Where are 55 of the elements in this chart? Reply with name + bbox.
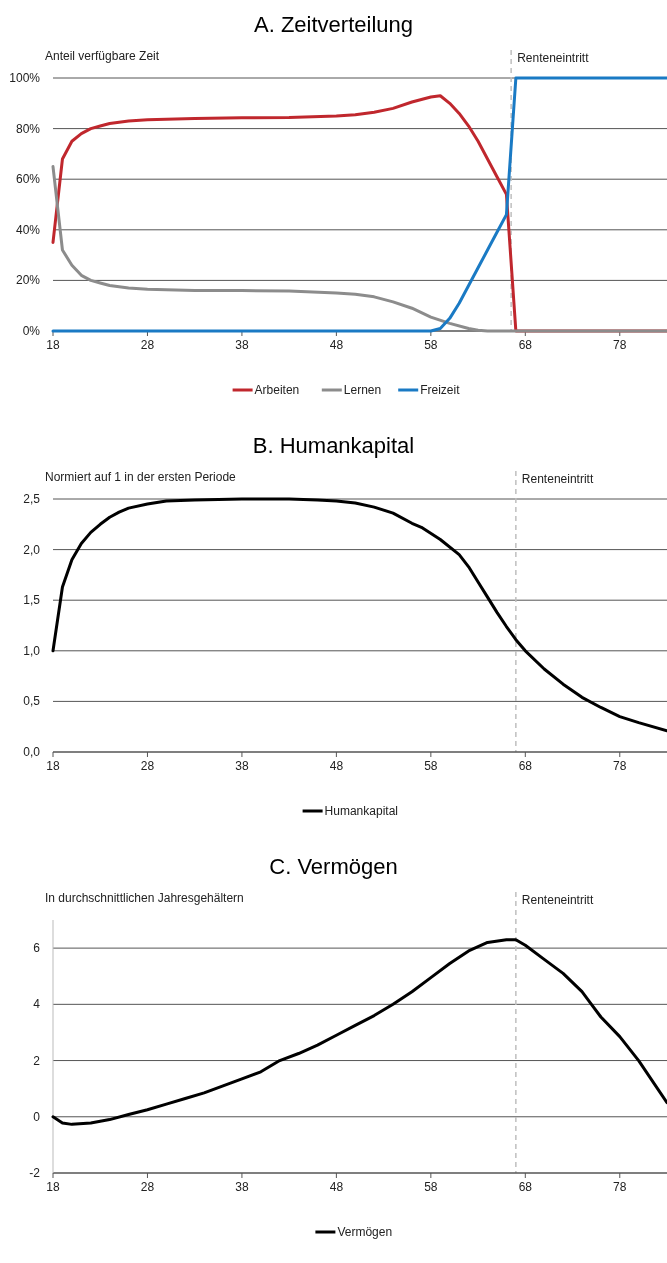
y-tick-label: 1,0 — [23, 643, 41, 658]
y-axis-title: In durchschnittlichen Jahresgehältern — [45, 891, 244, 905]
x-tick-label: 78 — [613, 338, 627, 352]
x-tick-label: 38 — [235, 1180, 249, 1194]
line-series — [51, 497, 667, 733]
y-tick-label: 20% — [15, 273, 41, 288]
chart-title: C. Vermögen — [269, 854, 398, 879]
x-tick-label: 78 — [613, 759, 627, 773]
y-tick-label: 80% — [15, 121, 41, 136]
x-tick-label: 58 — [424, 1180, 438, 1194]
y-tick-label: 60% — [15, 172, 41, 187]
x-tick-label: 28 — [140, 338, 155, 352]
ref-line-label: Renteneintritt — [521, 472, 594, 486]
y-tick-label: 0 — [33, 1109, 41, 1124]
line-series — [51, 938, 667, 1126]
ref-line-label: Renteneintritt — [521, 893, 594, 907]
y-tick-label: 1,5 — [23, 593, 41, 608]
line-series — [51, 165, 667, 333]
legend-label: Humankapital — [324, 804, 398, 818]
x-tick-label: 38 — [235, 338, 249, 352]
x-tick-label: 48 — [329, 1180, 344, 1194]
legend-label: Freizeit — [420, 383, 461, 397]
y-tick-label: 40% — [15, 222, 41, 237]
y-axis-title: Anteil verfügbare Zeit — [45, 49, 160, 63]
y-tick-label: 6 — [33, 941, 41, 956]
x-tick-label: 68 — [518, 1180, 533, 1194]
x-tick-label: 58 — [424, 338, 438, 352]
y-tick-label: 100% — [9, 71, 41, 85]
y-tick-label: 2,5 — [23, 492, 41, 506]
x-tick-label: 28 — [140, 1180, 155, 1194]
ref-line-label: Renteneintritt — [517, 51, 590, 65]
legend-label: Arbeiten — [254, 383, 300, 397]
x-tick-label: 38 — [235, 759, 249, 773]
y-tick-label: 2 — [33, 1053, 41, 1068]
y-tick-label: 0% — [22, 324, 41, 338]
y-tick-label: 4 — [33, 997, 41, 1012]
x-tick-label: 78 — [613, 1180, 627, 1194]
y-axis-title: Normiert auf 1 in der ersten Periode — [45, 470, 237, 484]
x-tick-label: 48 — [329, 759, 344, 773]
x-tick-label: 18 — [46, 1180, 60, 1194]
y-tick-label: 2,0 — [23, 542, 41, 557]
x-tick-label: 68 — [518, 759, 533, 773]
chart-title: A. Zeitverteilung — [254, 12, 413, 37]
y-tick-label: 0,5 — [23, 694, 41, 709]
legend-label: Vermögen — [337, 1225, 393, 1239]
legend-label: Lernen — [343, 383, 382, 397]
x-tick-label: 18 — [46, 759, 60, 773]
chart-title: B. Humankapital — [252, 433, 415, 458]
x-tick-label: 58 — [424, 759, 438, 773]
x-tick-label: 68 — [518, 338, 533, 352]
y-tick-label: -2 — [29, 1166, 41, 1180]
x-tick-label: 18 — [46, 338, 60, 352]
x-tick-label: 48 — [329, 338, 344, 352]
x-tick-label: 28 — [140, 759, 155, 773]
y-tick-label: 0,0 — [23, 745, 41, 759]
